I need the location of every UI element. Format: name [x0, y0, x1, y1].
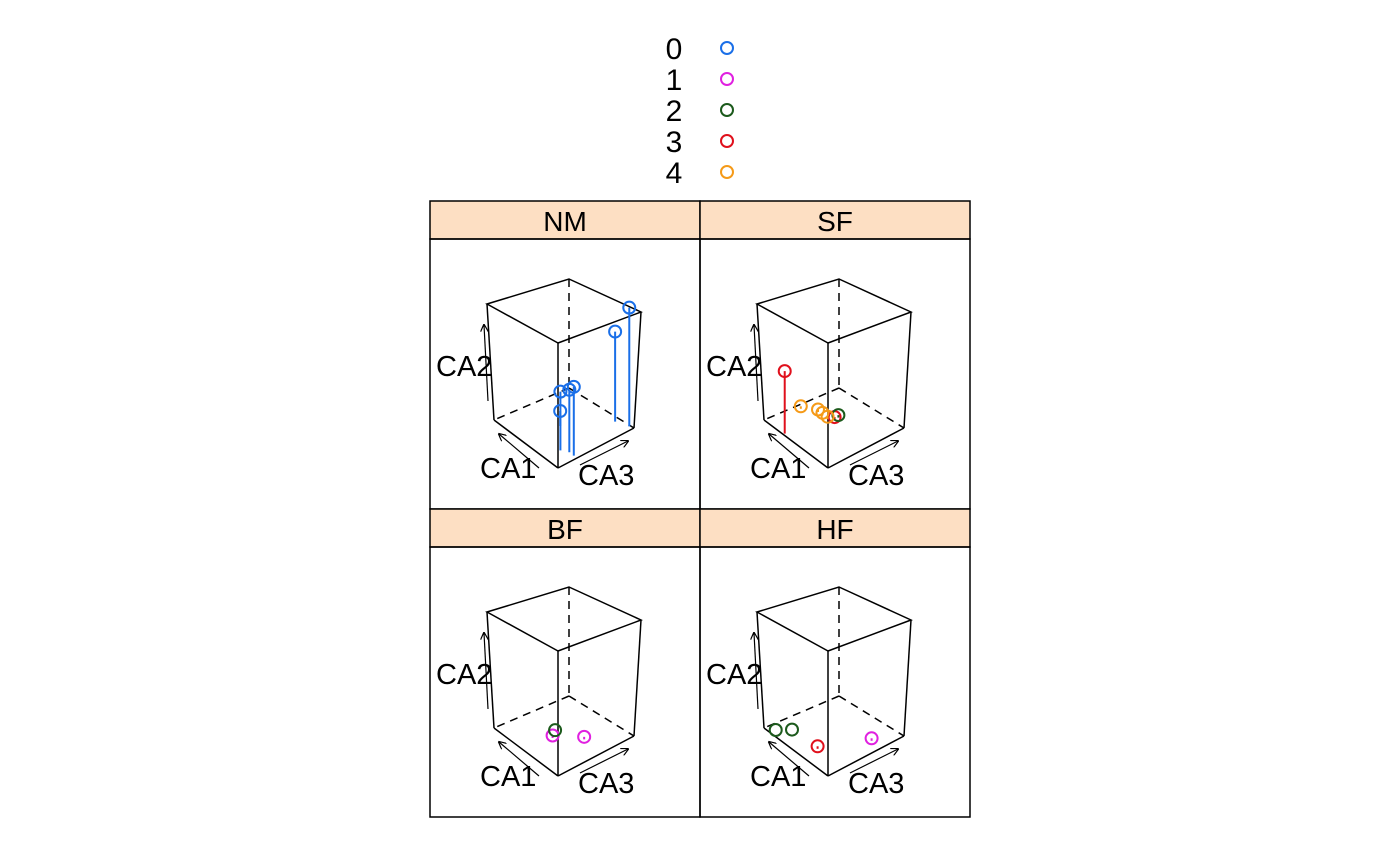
strip-label-bf: BF [547, 514, 583, 545]
axis-arrow-ca2 [754, 633, 759, 710]
cube-edge [633, 619, 642, 737]
data-point-group-4 [793, 399, 808, 414]
strip-hf [699, 508, 971, 548]
axis-arrow-ca2 [484, 325, 489, 402]
axis-label-ca2: CA2 [706, 351, 762, 383]
axis-arrows [484, 633, 628, 777]
visible-edges [485, 586, 643, 777]
data-point-group-2 [785, 722, 799, 737]
data-point-group-3 [810, 739, 825, 754]
axis-arrow-ca3 [849, 441, 898, 466]
cube-edge [557, 735, 635, 777]
axis-arrow-ca2 [754, 325, 759, 402]
axis-arrow-ca3 [579, 749, 628, 774]
data-point-group-4 [811, 402, 825, 417]
axis-label-ca1: CA1 [480, 453, 536, 485]
strip-sf [699, 200, 971, 240]
cube-edge [756, 303, 765, 421]
axis-label-ca3: CA3 [848, 768, 904, 800]
axis-arrow-ca1 [499, 434, 540, 469]
panels: NM CA2 CA1 CA3 SF CA2 CA1 CA3 BF CA2 CA1 CA3 HF CA2 CA… [429, 200, 971, 818]
panel-hf: HF CA2 CA1 CA3 [699, 508, 971, 818]
axis-label-ca2: CA2 [436, 659, 492, 691]
legend-symbol-3 [720, 134, 734, 148]
axis-arrows [754, 325, 898, 469]
legend-label-2: 2 [666, 95, 683, 128]
axis-label-ca3: CA3 [848, 460, 904, 492]
cube-edge [827, 427, 905, 469]
axis-arrows [484, 325, 628, 469]
panel-sf: SF CA2 CA1 CA3 [699, 200, 971, 510]
legend-symbol-0 [720, 41, 734, 55]
data-point-group-1 [864, 731, 879, 746]
axis-arrow-ca3 [849, 749, 898, 774]
legend-symbol-2 [720, 103, 734, 117]
axis-label-ca1: CA1 [750, 453, 806, 485]
cube-edge-hidden [838, 387, 905, 429]
axis-label-ca2: CA2 [436, 351, 492, 383]
hidden-edges [493, 279, 635, 429]
hidden-edges [493, 587, 635, 737]
visible-edges [485, 278, 643, 469]
data-point-group-0 [553, 404, 568, 418]
cube-edge [903, 619, 912, 737]
cube-edge-hidden [838, 695, 905, 737]
legend-label-0: 0 [666, 33, 683, 66]
axis-label-ca3: CA3 [578, 768, 634, 800]
axis-label-ca2: CA2 [706, 659, 762, 691]
cube-edge [903, 311, 912, 429]
data-point-group-2 [768, 723, 783, 737]
cube-edge [633, 311, 642, 429]
axis-arrows [754, 633, 898, 777]
cube-edge-hidden [568, 387, 635, 429]
cube-edge [493, 419, 559, 469]
cube-edge [493, 727, 559, 777]
legend-symbol-4 [720, 165, 734, 179]
legend-label-4: 4 [666, 157, 683, 190]
axis-arrow-ca1 [769, 742, 810, 777]
data-point-group-2 [548, 723, 563, 738]
legend-symbol-1 [720, 72, 734, 86]
axis-label-ca3: CA3 [578, 460, 634, 492]
cube-top-face [755, 278, 913, 344]
cube-top-face [755, 586, 913, 652]
strip-label-hf: HF [816, 514, 853, 545]
cube-edge [827, 735, 905, 777]
axis-arrow-ca1 [499, 742, 540, 777]
legend-label-3: 3 [666, 126, 683, 159]
visible-edges [755, 586, 913, 777]
hidden-edges [763, 587, 905, 737]
legend-label-1: 1 [666, 64, 683, 97]
data-point-group-1 [577, 729, 592, 744]
axis-arrow-ca1 [769, 434, 810, 469]
cube-edge [486, 611, 495, 729]
cube-edge [557, 427, 635, 469]
cube-edge [763, 419, 829, 469]
cube-top-face [485, 278, 643, 344]
cube-edge [756, 611, 765, 729]
data-point-group-3 [777, 364, 792, 379]
axis-label-ca1: CA1 [480, 761, 536, 793]
data-point-group-0 [608, 324, 623, 339]
strip-nm [429, 200, 701, 240]
cube-edge-hidden [568, 695, 635, 737]
panel-bf: BF CA2 CA1 CA3 [429, 508, 701, 818]
visible-edges [755, 278, 913, 469]
axis-arrow-ca3 [579, 441, 628, 466]
panel-nm: NM CA2 CA1 CA3 [429, 200, 701, 510]
axis-arrow-ca2 [484, 633, 489, 710]
data-point-group-0 [553, 384, 568, 399]
axis-label-ca1: CA1 [750, 761, 806, 793]
data-point-group-0 [622, 300, 637, 315]
data-point-group-0 [562, 382, 577, 397]
panel-frame-hf [699, 546, 971, 818]
cube-edge [486, 303, 495, 421]
hidden-edges [763, 279, 905, 429]
strip-label-nm: NM [543, 206, 587, 237]
cube-top-face [485, 586, 643, 652]
strip-label-sf: SF [817, 206, 853, 237]
